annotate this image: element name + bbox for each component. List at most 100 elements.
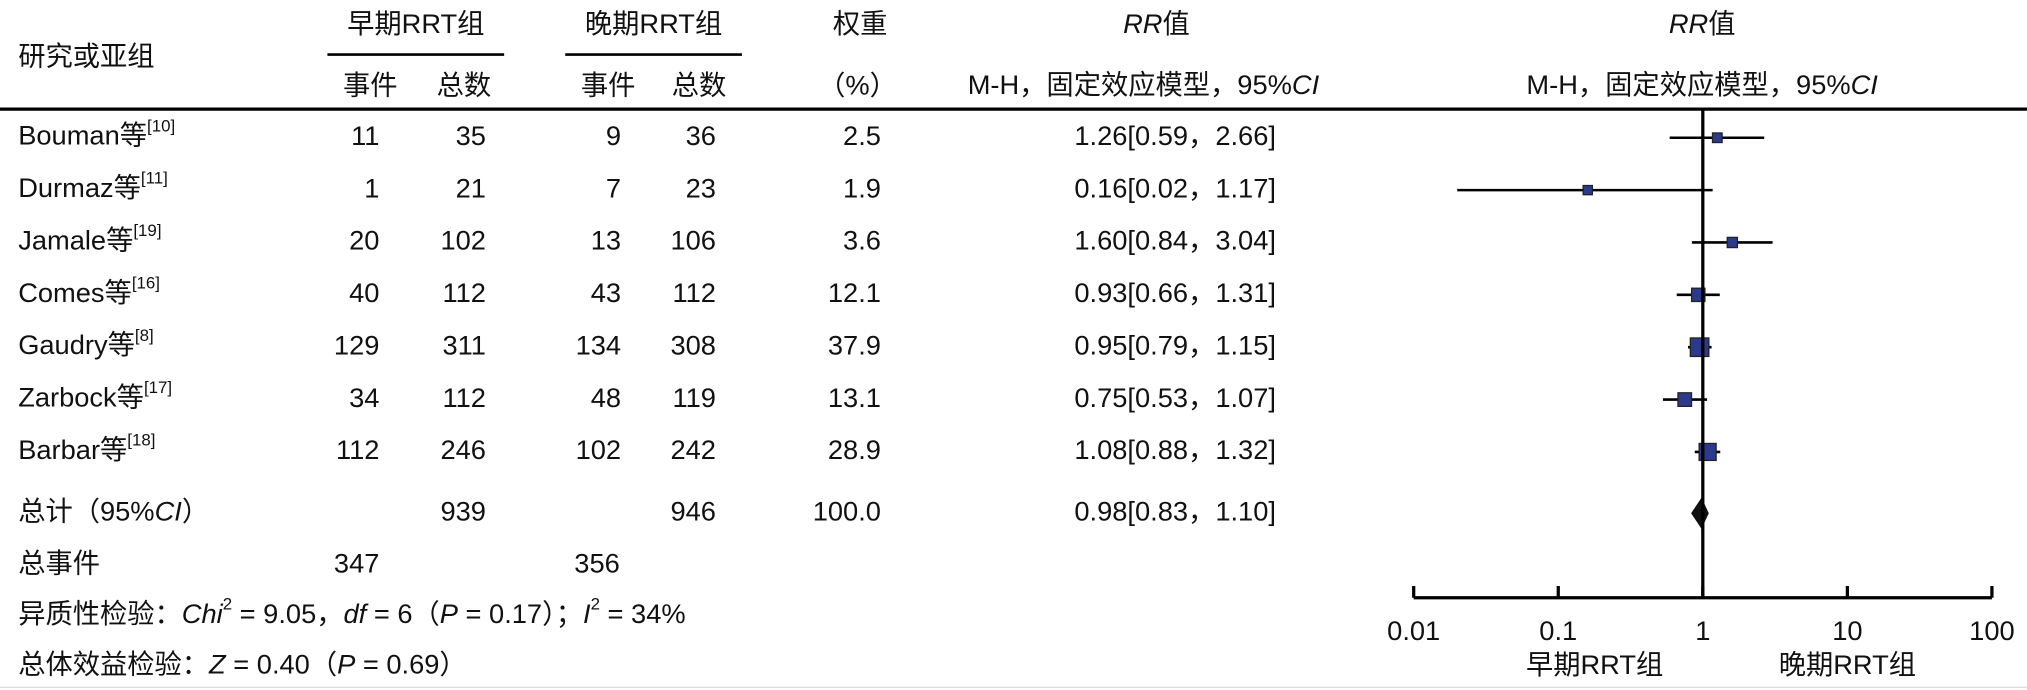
study-ref: [10] bbox=[147, 117, 175, 136]
rr-header-part: 值 bbox=[1708, 8, 1735, 39]
x-tick-label: 100 bbox=[1969, 615, 2015, 646]
cell-late-total: 119 bbox=[672, 382, 715, 413]
oe-part: P bbox=[337, 649, 356, 680]
cell-late-events: 48 bbox=[591, 382, 621, 413]
cell-weight: 3.6 bbox=[843, 225, 881, 256]
cell-late-events: 43 bbox=[591, 277, 621, 308]
effect-square bbox=[1726, 236, 1739, 249]
cell-early-total: 311 bbox=[442, 329, 485, 360]
x-tick-label: 0.01 bbox=[1387, 615, 1440, 646]
rr-header-part: RR bbox=[1669, 8, 1708, 39]
events-header: 事件 bbox=[343, 69, 398, 100]
cell-late-events: 102 bbox=[576, 434, 622, 465]
study-name-text: Bouman等 bbox=[18, 120, 147, 151]
cell-early-total: 35 bbox=[456, 120, 486, 151]
total-label-part: ） bbox=[182, 495, 209, 526]
het-part: df bbox=[344, 598, 369, 629]
cell-rr-label: 0.98[0.83，1.10] bbox=[1074, 495, 1276, 526]
rr-header: RR值 bbox=[1123, 8, 1190, 39]
study-name: Barbar等[18] bbox=[18, 431, 155, 465]
cell-rr-label: 1.60[0.84，3.04] bbox=[1074, 225, 1276, 256]
cell-rr-label: 0.16[0.02，1.17] bbox=[1074, 172, 1276, 203]
study-header: 研究或亚组 bbox=[18, 41, 154, 72]
cell-late-total: 308 bbox=[670, 329, 716, 360]
study-ref: [16] bbox=[132, 274, 160, 293]
x-tick-label: 10 bbox=[1832, 615, 1862, 646]
study-name-text: Gaudry等 bbox=[18, 329, 135, 360]
events-header: 事件 bbox=[581, 69, 636, 100]
cell-late-total: 242 bbox=[670, 434, 716, 465]
cell-rr-label: 0.75[0.53，1.07] bbox=[1074, 382, 1276, 413]
summary-diamond bbox=[1691, 497, 1709, 529]
cell-early-total: 112 bbox=[442, 277, 485, 308]
method-part: M-H，固定效应模型，95% bbox=[1526, 69, 1850, 100]
cell-late-events: 134 bbox=[576, 329, 622, 360]
x-label-right: 晚期RRT组 bbox=[1779, 649, 1916, 680]
cell-weight: 28.9 bbox=[828, 434, 881, 465]
cell-rr-label: 1.08[0.88，1.32] bbox=[1074, 434, 1276, 465]
weight-header: 权重 bbox=[833, 8, 888, 39]
cell-weight: 13.1 bbox=[828, 382, 881, 413]
cell-late-events: 356 bbox=[574, 547, 620, 578]
het-part: 异质性检验： bbox=[18, 598, 182, 629]
oe-part: Z bbox=[208, 649, 227, 680]
effect-square bbox=[1689, 337, 1710, 358]
rr-header: RR值 bbox=[1669, 8, 1736, 39]
het-part: I bbox=[583, 598, 591, 629]
study-name-text: Barbar等 bbox=[18, 434, 127, 465]
cell-weight: 1.9 bbox=[843, 172, 881, 203]
study-ref: [11] bbox=[141, 169, 168, 188]
study-name: Gaudry等[8] bbox=[18, 326, 153, 360]
het-part: = 9.05， bbox=[232, 598, 343, 629]
study-name: Bouman等[10] bbox=[18, 117, 175, 151]
total-label: 总计（95%CI） bbox=[18, 495, 209, 526]
study-name: Zarbock等[17] bbox=[18, 379, 172, 413]
cell-early-total: 246 bbox=[440, 434, 486, 465]
oe-part: = 0.69） bbox=[355, 649, 466, 680]
cell-early-total: 939 bbox=[440, 495, 486, 526]
early-group-header: 早期RRT组 bbox=[347, 8, 484, 39]
cell-rr-label: 1.26[0.59，2.66] bbox=[1074, 120, 1276, 151]
heterogeneity: 异质性检验：Chi2 = 9.05，df = 6（P = 0.17）；I2 = … bbox=[18, 595, 685, 629]
study-ref: [19] bbox=[133, 222, 161, 241]
rr-header-part: 值 bbox=[1162, 8, 1189, 39]
cell-early-events: 1 bbox=[364, 172, 379, 203]
cell-rr-label: 0.95[0.79，1.15] bbox=[1074, 329, 1276, 360]
effect-square bbox=[1582, 184, 1594, 196]
cell-early-events: 11 bbox=[351, 120, 379, 151]
het-part: = 0.17）； bbox=[458, 598, 583, 629]
cell-early-events: 34 bbox=[349, 382, 379, 413]
cell-late-total: 112 bbox=[672, 277, 715, 308]
overall-effect: 总体效益检验：Z = 0.40（P = 0.69） bbox=[18, 649, 467, 680]
het-part: 2 bbox=[223, 595, 232, 614]
cell-late-events: 13 bbox=[591, 225, 621, 256]
cell-early-events: 40 bbox=[349, 277, 379, 308]
cell-late-total: 23 bbox=[686, 172, 716, 203]
method-part: CI bbox=[1292, 69, 1320, 100]
study-name: Durmaz等[11] bbox=[18, 169, 168, 203]
oe-part: = 0.40（ bbox=[226, 649, 337, 680]
het-part: = 6（ bbox=[366, 598, 440, 629]
total-label-part: CI bbox=[155, 495, 183, 526]
cell-early-events: 20 bbox=[349, 225, 379, 256]
cell-early-events: 129 bbox=[334, 329, 380, 360]
effect-square bbox=[1711, 132, 1723, 144]
total-header: 总数 bbox=[672, 69, 727, 100]
study-name-text: Comes等 bbox=[18, 277, 132, 308]
het-part: 2 bbox=[591, 595, 600, 614]
study-ref: [8] bbox=[135, 326, 154, 345]
study-name: Comes等[16] bbox=[18, 274, 160, 308]
het-part: P bbox=[440, 598, 459, 629]
oe-part: 总体效益检验： bbox=[18, 649, 209, 680]
cell-early-total: 21 bbox=[456, 172, 486, 203]
late-group-header: 晚期RRT组 bbox=[585, 8, 722, 39]
method-header: M-H，固定效应模型，95%CI bbox=[1526, 69, 1878, 100]
het-part: Chi bbox=[182, 598, 224, 629]
cell-weight: 37.9 bbox=[828, 329, 881, 360]
total-header: 总数 bbox=[437, 69, 492, 100]
cell-late-total: 106 bbox=[670, 225, 716, 256]
cell-early-events: 347 bbox=[334, 547, 380, 578]
study-name-text: Zarbock等 bbox=[18, 382, 144, 413]
